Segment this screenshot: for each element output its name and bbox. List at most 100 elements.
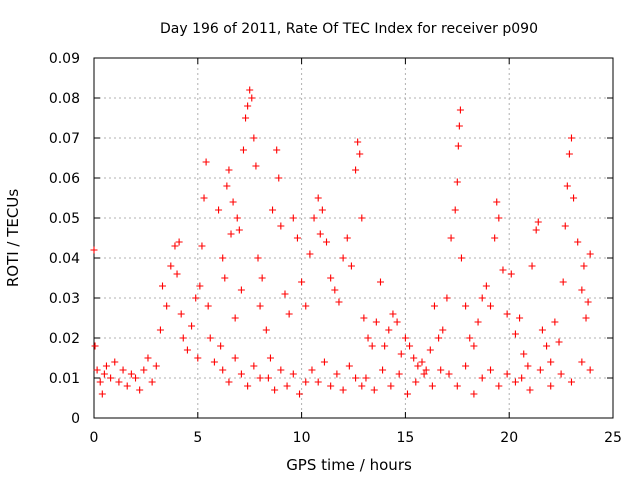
data-point-marker <box>318 206 326 214</box>
data-point-marker <box>327 274 335 282</box>
data-point-marker <box>339 386 347 394</box>
data-point-marker <box>557 370 565 378</box>
data-point-marker <box>123 382 131 390</box>
data-point-marker <box>495 382 503 390</box>
data-point-marker <box>136 386 144 394</box>
data-point-marker <box>493 198 501 206</box>
x-tick-label: 10 <box>293 430 311 446</box>
data-point-marker <box>520 350 528 358</box>
data-point-marker <box>296 390 304 398</box>
data-point-marker <box>470 390 478 398</box>
data-point-marker <box>111 358 119 366</box>
data-point-marker <box>310 214 318 222</box>
data-point-marker <box>578 358 586 366</box>
data-point-marker <box>90 246 98 254</box>
data-point-marker <box>314 194 322 202</box>
data-point-marker <box>277 222 285 230</box>
y-tick-label: 0.02 <box>49 331 80 347</box>
data-point-marker <box>302 378 310 386</box>
data-point-marker <box>401 334 409 342</box>
data-point-marker <box>428 382 436 390</box>
x-tick-label: 5 <box>193 430 202 446</box>
data-point-marker <box>115 378 123 386</box>
data-point-marker <box>347 262 355 270</box>
grid-lines <box>94 58 613 418</box>
data-point-marker <box>462 362 470 370</box>
y-tick-label: 0.03 <box>49 291 80 307</box>
data-point-marker <box>196 282 204 290</box>
data-point-marker <box>516 314 524 322</box>
data-point-marker <box>152 362 160 370</box>
data-point-marker <box>343 234 351 242</box>
data-point-marker <box>308 366 316 374</box>
data-point-marker <box>368 342 376 350</box>
data-point-marker <box>453 382 461 390</box>
data-point-marker <box>173 270 181 278</box>
data-point-marker <box>200 194 208 202</box>
data-point-marker <box>524 362 532 370</box>
data-point-marker <box>140 366 148 374</box>
data-point-marker <box>148 378 156 386</box>
data-point-marker <box>132 374 140 382</box>
data-point-marker <box>206 334 214 342</box>
data-point-marker <box>561 222 569 230</box>
data-point-marker <box>167 262 175 270</box>
data-point-marker <box>298 278 306 286</box>
data-point-marker <box>439 326 447 334</box>
data-point-marker <box>389 310 397 318</box>
data-point-marker <box>250 134 258 142</box>
data-point-marker <box>414 362 422 370</box>
data-point-marker <box>586 250 594 258</box>
data-point-marker <box>102 362 110 370</box>
data-point-marker <box>362 374 370 382</box>
data-point-marker <box>159 282 167 290</box>
data-point-marker <box>503 310 511 318</box>
data-point-marker <box>430 302 438 310</box>
data-point-marker <box>335 298 343 306</box>
y-axis-label: ROTI / TECUs <box>4 189 22 287</box>
data-point-marker <box>248 94 256 102</box>
data-point-marker <box>345 362 353 370</box>
data-point-marker <box>244 382 252 390</box>
data-point-marker <box>242 114 250 122</box>
data-point-marker <box>289 370 297 378</box>
x-tick-label: 20 <box>500 430 518 446</box>
plot-frame <box>93 57 614 419</box>
data-point-marker <box>202 158 210 166</box>
data-point-marker <box>219 366 227 374</box>
data-point-marker <box>499 266 507 274</box>
data-point-marker <box>192 294 200 302</box>
data-point-marker <box>511 330 519 338</box>
data-point-marker <box>250 362 258 370</box>
data-point-marker <box>582 314 590 322</box>
y-tick-label: 0.01 <box>49 371 80 387</box>
data-point-marker <box>412 378 420 386</box>
data-point-marker <box>256 302 264 310</box>
data-point-marker <box>385 326 393 334</box>
data-point-marker <box>426 346 434 354</box>
data-point-marker <box>354 138 362 146</box>
data-point-marker <box>435 334 443 342</box>
data-point-marker <box>237 370 245 378</box>
data-point-marker <box>163 302 171 310</box>
data-point-marker <box>376 278 384 286</box>
data-point-marker <box>96 378 104 386</box>
data-point-marker <box>462 302 470 310</box>
data-point-marker <box>239 146 247 154</box>
data-point-marker <box>547 382 555 390</box>
data-point-marker <box>443 294 451 302</box>
y-tick-label: 0.05 <box>49 211 80 227</box>
data-point-marker <box>271 386 279 394</box>
data-point-marker <box>410 354 418 362</box>
data-point-marker <box>364 334 372 342</box>
data-points <box>90 86 594 398</box>
data-point-marker <box>217 342 225 350</box>
data-point-marker <box>532 226 540 234</box>
data-point-marker <box>418 358 426 366</box>
data-point-marker <box>447 234 455 242</box>
data-point-marker <box>194 354 202 362</box>
data-point-marker <box>555 338 563 346</box>
data-point-marker <box>237 286 245 294</box>
data-point-marker <box>231 314 239 322</box>
data-point-marker <box>482 282 490 290</box>
